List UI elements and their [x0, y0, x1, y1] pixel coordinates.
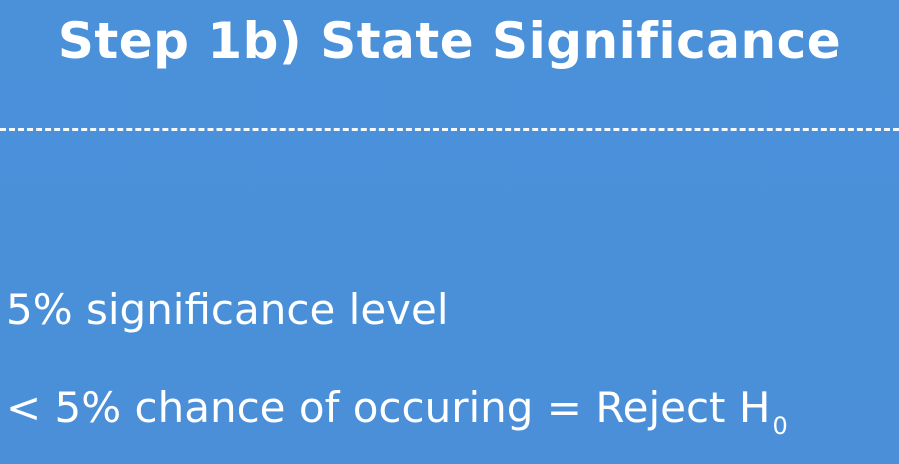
dashed-divider	[0, 128, 899, 131]
null-hypothesis-subscript: 0	[772, 412, 788, 440]
rejection-rule-label: < 5% chance of occuring = Reject H	[6, 383, 771, 432]
significance-level-text: 5% significance level	[6, 282, 449, 338]
significance-level-label: 5% significance level	[6, 285, 449, 334]
rejection-rule-text: < 5% chance of occuring = Reject H0	[6, 380, 788, 454]
slide-title: Step 1b) State Significance	[57, 12, 842, 70]
